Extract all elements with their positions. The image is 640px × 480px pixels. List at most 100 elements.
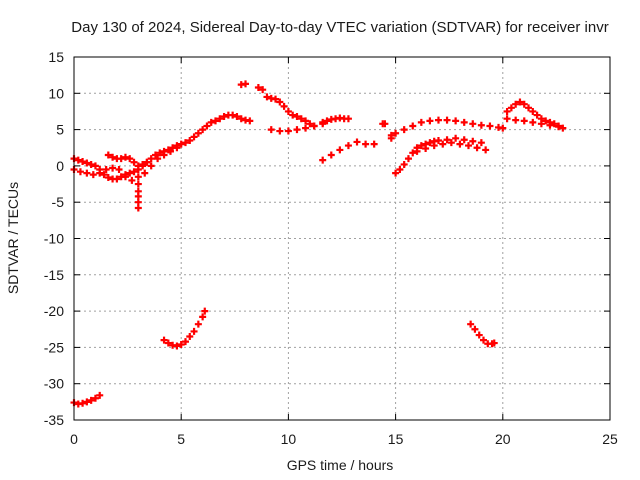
data-point <box>426 117 434 125</box>
data-point <box>417 142 425 150</box>
data-point <box>212 117 220 125</box>
data-point <box>177 340 185 348</box>
data-point <box>344 142 352 150</box>
data-point <box>477 121 485 129</box>
data-point <box>130 158 138 166</box>
data-point <box>166 147 174 155</box>
data-point <box>199 313 207 321</box>
y-axis-ticks: 15 10 5 0 -5 -10 -15 -20 -25 -30 -35 <box>44 49 610 428</box>
data-point <box>83 159 91 167</box>
data-point <box>194 320 202 328</box>
data-point <box>199 126 207 134</box>
data-point <box>507 104 515 112</box>
data-point <box>96 169 104 177</box>
data-point <box>276 127 284 135</box>
data-point <box>537 120 545 128</box>
data-point <box>139 160 147 168</box>
data-point <box>404 155 412 163</box>
data-point <box>76 168 84 176</box>
data-point <box>520 100 528 108</box>
data-point <box>173 342 181 350</box>
data-point <box>115 166 123 174</box>
y-tick-label: 5 <box>56 122 64 138</box>
data-point <box>413 147 421 155</box>
data-point <box>400 160 408 168</box>
data-point <box>147 162 155 170</box>
data-point <box>409 149 417 157</box>
data-point <box>469 120 477 128</box>
data-point <box>87 160 95 168</box>
data-point <box>387 134 395 142</box>
data-point <box>259 86 267 94</box>
data-point <box>220 113 228 121</box>
data-point <box>503 115 511 123</box>
data-point <box>130 168 138 176</box>
data-point <box>443 136 451 144</box>
data-point <box>79 399 87 407</box>
data-point <box>456 140 464 148</box>
x-tick-label: 10 <box>281 431 297 447</box>
data-point <box>469 137 477 145</box>
data-point <box>297 115 305 123</box>
data-point <box>160 336 168 344</box>
data-point <box>190 133 198 141</box>
data-point <box>475 331 483 339</box>
data-point <box>323 117 331 125</box>
data-point <box>104 174 112 182</box>
data-point <box>267 126 275 134</box>
y-tick-label: -10 <box>44 231 64 247</box>
data-point <box>550 120 558 128</box>
data-point <box>477 139 485 147</box>
data-point <box>471 325 479 333</box>
data-point <box>486 122 494 130</box>
data-point <box>207 118 215 126</box>
data-point <box>559 124 567 132</box>
data-point <box>177 140 185 148</box>
data-point <box>89 171 97 179</box>
data-point <box>464 142 472 150</box>
data-point <box>156 149 164 157</box>
data-point <box>327 151 335 159</box>
data-point <box>87 396 95 404</box>
x-tick-label: 0 <box>70 431 78 447</box>
data-point <box>482 146 490 154</box>
data-point <box>460 118 468 126</box>
data-point <box>336 146 344 154</box>
data-point <box>533 111 541 119</box>
data-point <box>529 118 537 126</box>
data-point <box>443 116 451 124</box>
data-point <box>104 151 112 159</box>
data-point <box>143 158 151 166</box>
data-point <box>512 116 520 124</box>
data-point <box>134 162 142 170</box>
data-point <box>276 98 284 106</box>
data-point <box>452 134 460 142</box>
data-point <box>216 115 224 123</box>
data-point <box>310 122 318 130</box>
data-point <box>134 173 142 181</box>
data-point <box>237 115 245 123</box>
data-point <box>447 139 455 147</box>
data-point <box>229 111 237 119</box>
data-point <box>246 117 254 125</box>
data-point <box>289 111 297 119</box>
data-point <box>439 140 447 148</box>
data-point <box>102 166 110 174</box>
data-point <box>141 169 149 177</box>
data-point <box>154 155 162 163</box>
data-point <box>160 151 168 159</box>
data-point <box>134 204 142 212</box>
data-point <box>100 171 108 179</box>
grid-lines <box>74 57 610 420</box>
data-point <box>516 98 524 106</box>
y-tick-label: 0 <box>56 158 64 174</box>
data-point <box>121 173 129 181</box>
x-tick-label: 15 <box>388 431 404 447</box>
data-point <box>426 139 434 147</box>
data-point <box>529 107 537 115</box>
data-point <box>181 338 189 346</box>
data-point <box>186 136 194 144</box>
data-point <box>164 339 172 347</box>
data-point <box>126 169 134 177</box>
